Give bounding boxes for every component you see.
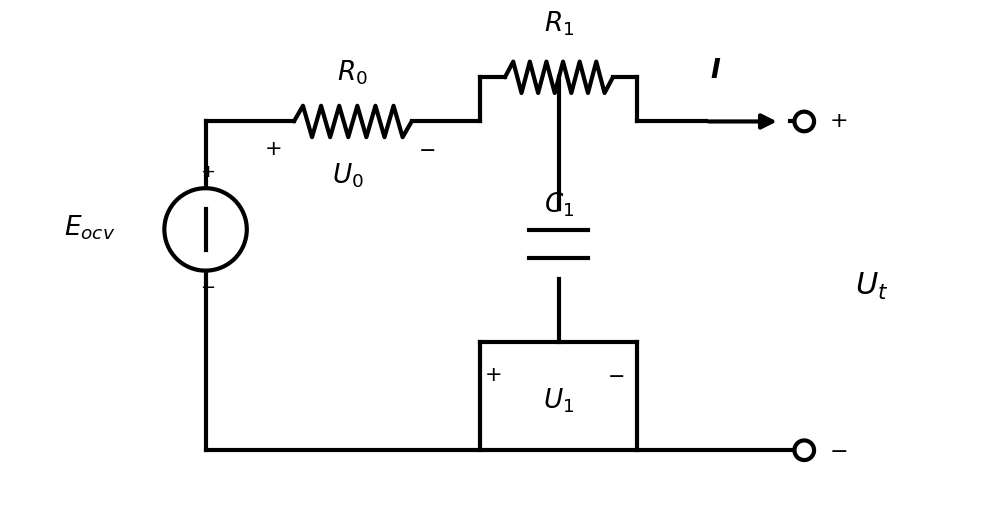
Text: $\boldsymbol{U_t}$: $\boldsymbol{U_t}$ (855, 271, 889, 302)
Text: $\boldsymbol{U_1}$: $\boldsymbol{U_1}$ (543, 387, 575, 415)
Text: $\boldsymbol{R_0}$: $\boldsymbol{R_0}$ (337, 59, 368, 87)
Text: $+$: $+$ (829, 112, 847, 131)
Text: $-$: $-$ (607, 365, 624, 385)
Text: $-$: $-$ (418, 139, 435, 159)
Text: $-$: $-$ (829, 440, 847, 460)
Text: $\boldsymbol{C_1}$: $\boldsymbol{C_1}$ (544, 191, 574, 219)
Text: $-$: $-$ (200, 277, 215, 296)
Text: $+$: $+$ (264, 139, 281, 159)
Text: $\boldsymbol{R_1}$: $\boldsymbol{R_1}$ (544, 10, 574, 38)
Text: $\boldsymbol{E_{ocv}}$: $\boldsymbol{E_{ocv}}$ (64, 213, 115, 242)
Text: $\boldsymbol{U_0}$: $\boldsymbol{U_0}$ (332, 161, 364, 190)
Text: $+$: $+$ (484, 365, 502, 385)
Text: $+$: $+$ (200, 163, 215, 182)
Text: $\boldsymbol{I}$: $\boldsymbol{I}$ (710, 58, 722, 84)
